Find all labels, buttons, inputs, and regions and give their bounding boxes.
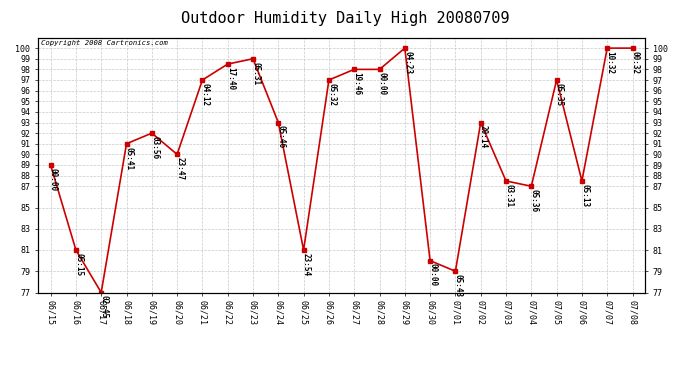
Text: 00:00: 00:00 [428,263,437,286]
Text: 05:35: 05:35 [555,83,564,106]
Text: 03:56: 03:56 [150,136,159,159]
Text: 02:45: 02:45 [99,295,108,318]
Text: 05:13: 05:13 [580,184,589,207]
Text: 19:46: 19:46 [353,72,362,95]
Text: 00:32: 00:32 [631,51,640,74]
Text: 23:54: 23:54 [302,253,311,276]
Text: 20:14: 20:14 [479,125,488,148]
Text: Outdoor Humidity Daily High 20080709: Outdoor Humidity Daily High 20080709 [181,11,509,26]
Text: 00:00: 00:00 [378,72,387,95]
Text: Copyright 2008 Cartronics.com: Copyright 2008 Cartronics.com [41,40,168,46]
Text: 05:31: 05:31 [251,62,260,85]
Text: 10:32: 10:32 [606,51,615,74]
Text: 04:23: 04:23 [403,51,412,74]
Text: 05:15: 05:15 [75,253,83,276]
Text: 17:40: 17:40 [226,67,235,90]
Text: 00:00: 00:00 [49,168,58,191]
Text: 05:43: 05:43 [454,274,463,297]
Text: 03:31: 03:31 [504,184,513,207]
Text: 05:41: 05:41 [125,147,134,170]
Text: 05:32: 05:32 [327,83,336,106]
Text: 04:12: 04:12 [201,83,210,106]
Text: 05:46: 05:46 [277,125,286,148]
Text: 05:36: 05:36 [530,189,539,212]
Text: 23:47: 23:47 [175,157,184,180]
